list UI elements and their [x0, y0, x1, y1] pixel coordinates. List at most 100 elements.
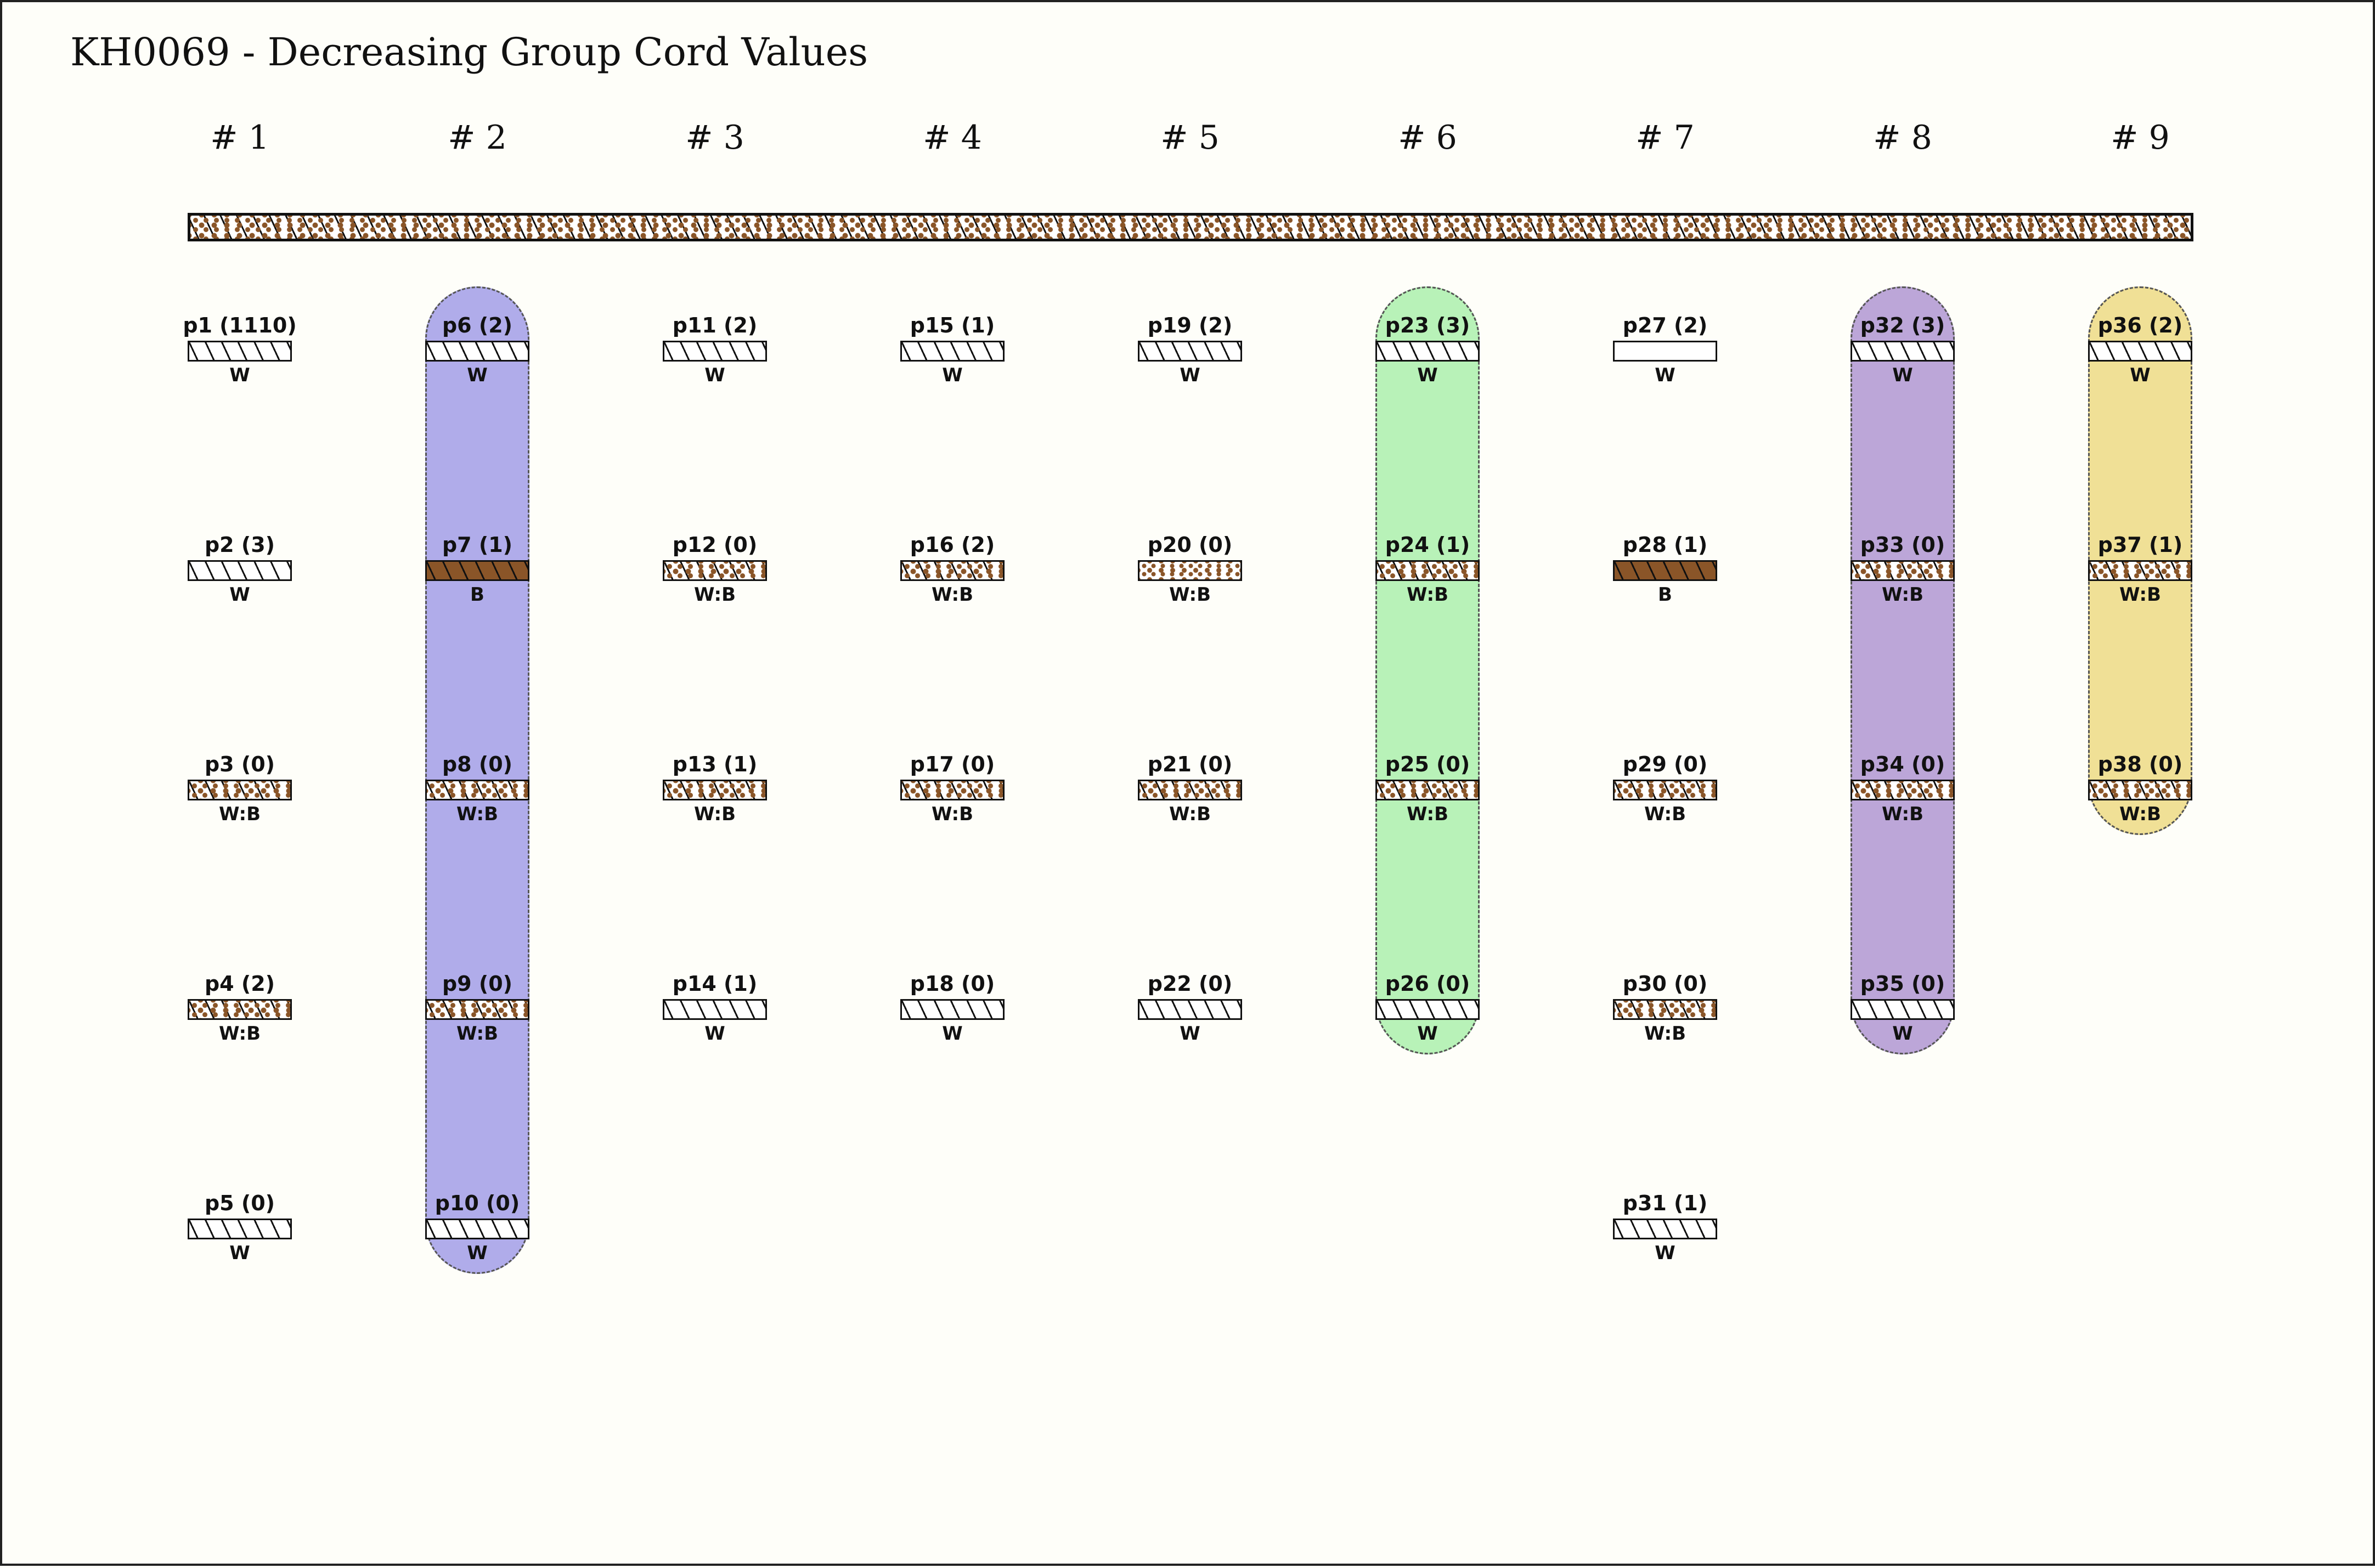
- group-8-highlight: [1851, 286, 1955, 1054]
- cord-label: p9 (0): [442, 972, 513, 996]
- cord-color-code: W: [229, 1242, 250, 1264]
- cord-label: p1 (1110): [183, 313, 297, 337]
- cord-label: p34 (0): [1860, 752, 1945, 776]
- cord-label: p32 (3): [1860, 313, 1945, 337]
- cord-label: p8 (0): [442, 752, 513, 776]
- cord-color-code: W: [1180, 1023, 1200, 1045]
- cord-label: p16 (2): [910, 533, 995, 557]
- cord-label: p6 (2): [442, 313, 513, 337]
- cord-color-code: W:B: [1407, 584, 1448, 606]
- group-5-label: # 5: [1160, 119, 1220, 157]
- pendant-cord[interactable]: [1613, 341, 1717, 362]
- pendant-cord[interactable]: [425, 341, 529, 362]
- pendant-cord[interactable]: [1138, 999, 1242, 1020]
- pendant-cord[interactable]: [1613, 1219, 1717, 1239]
- cord-color-code: B: [470, 584, 484, 606]
- pendant-cord[interactable]: [900, 560, 1005, 581]
- cord-label: p28 (1): [1622, 533, 1708, 557]
- cord-label: p23 (3): [1385, 313, 1470, 337]
- pendant-cord[interactable]: [425, 999, 529, 1020]
- pendant-cord[interactable]: [900, 999, 1005, 1020]
- pendant-cord[interactable]: [663, 780, 767, 800]
- pendant-cord[interactable]: [1851, 560, 1955, 581]
- pendant-cord[interactable]: [663, 341, 767, 362]
- cord-color-code: W: [1892, 364, 1913, 386]
- pendant-cord[interactable]: [1851, 341, 1955, 362]
- pendant-cord[interactable]: [1613, 780, 1717, 800]
- cord-color-code: W: [1655, 364, 1676, 386]
- pendant-cord[interactable]: [1375, 341, 1480, 362]
- cord-color-code: W: [1417, 364, 1438, 386]
- cord-color-code: W: [942, 364, 963, 386]
- cord-label: p20 (0): [1147, 533, 1233, 557]
- cord-label: p18 (0): [910, 972, 995, 996]
- pendant-cord[interactable]: [425, 780, 529, 800]
- group-7-label: # 7: [1635, 119, 1695, 157]
- cord-color-code: W: [2130, 364, 2151, 386]
- pendant-cord[interactable]: [1138, 780, 1242, 800]
- group-2-label: # 2: [448, 119, 507, 157]
- pendant-cord[interactable]: [1138, 560, 1242, 581]
- cord-color-code: W: [1417, 1023, 1438, 1045]
- cord-color-code: W:B: [932, 584, 973, 606]
- pendant-cord[interactable]: [663, 560, 767, 581]
- cord-label: p35 (0): [1860, 972, 1945, 996]
- group-6-label: # 6: [1398, 119, 1457, 157]
- pendant-cord[interactable]: [2088, 560, 2192, 581]
- group-8-label: # 8: [1873, 119, 1932, 157]
- cord-color-code: W:B: [1644, 803, 1686, 825]
- cord-label: p37 (1): [2097, 533, 2183, 557]
- cord-label: p24 (1): [1385, 533, 1470, 557]
- cord-label: p21 (0): [1147, 752, 1233, 776]
- cord-label: p2 (3): [204, 533, 275, 557]
- group-1-label: # 1: [210, 119, 269, 157]
- cord-color-code: W:B: [2119, 803, 2161, 825]
- cord-color-code: W:B: [1644, 1023, 1686, 1045]
- cord-label: p5 (0): [204, 1191, 275, 1215]
- pendant-cord[interactable]: [1613, 999, 1717, 1020]
- cord-color-code: W:B: [2119, 584, 2161, 606]
- pendant-cord[interactable]: [188, 341, 292, 362]
- cord-color-code: W: [1180, 364, 1200, 386]
- pendant-cord[interactable]: [188, 560, 292, 581]
- cord-color-code: W:B: [1169, 584, 1211, 606]
- pendant-cord[interactable]: [425, 1219, 529, 1239]
- pendant-cord[interactable]: [900, 780, 1005, 800]
- cord-label: p27 (2): [1622, 313, 1708, 337]
- pendant-cord[interactable]: [1138, 341, 1242, 362]
- pendant-cord[interactable]: [2088, 341, 2192, 362]
- cord-label: p4 (2): [204, 972, 275, 996]
- group-3-label: # 3: [685, 119, 744, 157]
- cord-color-code: W:B: [1169, 803, 1211, 825]
- pendant-cord[interactable]: [1375, 780, 1480, 800]
- cord-label: p36 (2): [2097, 313, 2183, 337]
- cord-color-code: W:B: [1407, 803, 1448, 825]
- pendant-cord[interactable]: [188, 780, 292, 800]
- cord-color-code: W: [942, 1023, 963, 1045]
- cord-color-code: W: [467, 1242, 488, 1264]
- cord-color-code: W: [229, 364, 250, 386]
- pendant-cord[interactable]: [2088, 780, 2192, 800]
- pendant-cord[interactable]: [900, 341, 1005, 362]
- cord-label: p38 (0): [2097, 752, 2183, 776]
- pendant-cord[interactable]: [663, 999, 767, 1020]
- cord-color-code: W: [704, 364, 725, 386]
- pendant-cord[interactable]: [1375, 999, 1480, 1020]
- cord-color-code: W:B: [456, 1023, 498, 1045]
- cord-color-code: W:B: [694, 584, 736, 606]
- pendant-cord[interactable]: [1851, 780, 1955, 800]
- pendant-cord[interactable]: [188, 1219, 292, 1239]
- cord-color-code: W: [1655, 1242, 1676, 1264]
- pendant-cord[interactable]: [1613, 560, 1717, 581]
- cord-label: p29 (0): [1622, 752, 1708, 776]
- group-9-label: # 9: [2111, 119, 2170, 157]
- cord-label: p26 (0): [1385, 972, 1470, 996]
- page-title: KH0069 - Decreasing Group Cord Values: [70, 30, 868, 75]
- pendant-cord[interactable]: [188, 999, 292, 1020]
- pendant-cord[interactable]: [425, 560, 529, 581]
- group-6-highlight: [1375, 286, 1480, 1054]
- cord-color-code: W: [704, 1023, 725, 1045]
- pendant-cord[interactable]: [1851, 999, 1955, 1020]
- pendant-cord[interactable]: [1375, 560, 1480, 581]
- cord-label: p17 (0): [910, 752, 995, 776]
